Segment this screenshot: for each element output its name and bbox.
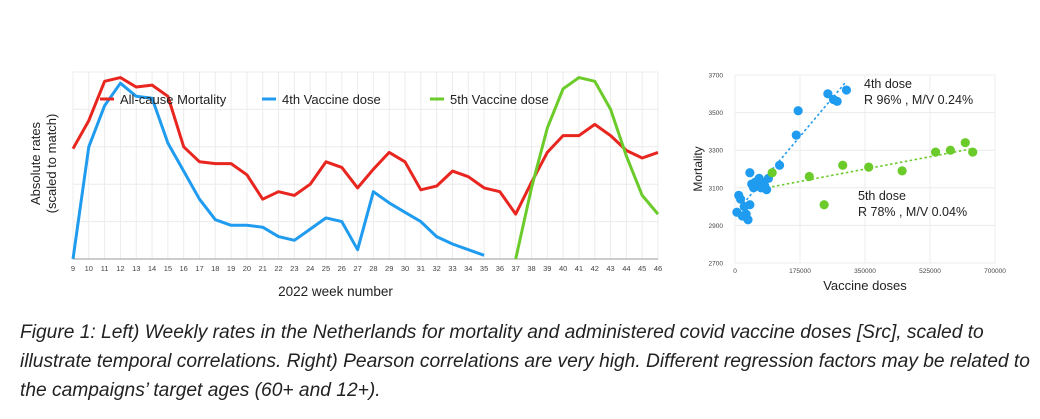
scatter-point (841, 85, 852, 95)
y-tick-label: 3700 (709, 73, 724, 80)
scatter-point (945, 145, 956, 155)
y-tick-label: 3500 (709, 110, 724, 117)
scatter-point (767, 168, 777, 178)
series-stat-annotation-1: R 96% , M/V 0.24% (864, 93, 973, 107)
scatter-point (745, 200, 755, 210)
x-tick-label: 0 (733, 268, 737, 275)
legend-label-3: 5th Vaccine dose (450, 92, 549, 107)
scatter-point (832, 96, 842, 106)
x-tick-label: 24 (306, 264, 314, 273)
scatter-point (793, 106, 803, 116)
y-tick-label: 2900 (709, 223, 724, 230)
x-tick-label: 700000 (984, 268, 1006, 275)
series-line-3 (514, 76, 660, 260)
scatter-point (774, 160, 785, 170)
x-tick-label: 17 (195, 264, 203, 273)
x-tick-label: 9 (71, 264, 75, 273)
series-line-2 (71, 81, 485, 260)
y-axis-label-line1: Absolute rates (28, 121, 43, 205)
x-tick-label: 21 (259, 264, 267, 273)
x-tick-label: 37 (512, 264, 520, 273)
y-axis-label: Mortality (691, 146, 705, 191)
x-tick-label: 40 (559, 264, 567, 273)
x-tick-label: 29 (385, 264, 393, 273)
x-tick-label: 38 (527, 264, 535, 273)
x-tick-label: 44 (622, 264, 630, 273)
x-axis-label: 2022 week number (278, 284, 393, 299)
x-tick-label: 19 (227, 264, 235, 273)
y-axis-label-group: Absolute rates (scaled to match) (28, 114, 59, 214)
mortality-vaccine-line-chart: 9 10 11 12 13 14 15 16 17 18 19 20 21 22 23 24 25 26 27 28 2… (28, 71, 662, 299)
series-line-1 (71, 76, 659, 216)
x-tick-label: 34 (464, 264, 472, 273)
x-tick-label: 36 (496, 264, 504, 273)
x-tick-label: 32 (432, 264, 440, 273)
scatter-point (864, 162, 874, 172)
x-tick-label: 45 (638, 264, 646, 273)
x-tick-label: 350000 (854, 268, 876, 275)
trendline-1 (736, 80, 848, 212)
x-tick-label: 31 (417, 264, 425, 273)
x-tick-label: 175000 (789, 268, 811, 275)
x-tick-label: 13 (132, 264, 140, 273)
scatter-point (968, 147, 978, 157)
series-stat-annotation-2: R 78% , M/V 0.04% (858, 205, 967, 219)
scatter-point (745, 168, 755, 178)
scatter-point (761, 185, 772, 195)
scatter-point (735, 194, 746, 204)
scatter-point (838, 160, 848, 170)
x-tick-label: 16 (180, 264, 188, 273)
scatter-point (930, 147, 941, 157)
x-tick-label: 20 (243, 264, 251, 273)
scatter-point (960, 138, 970, 148)
scatter-point (804, 171, 814, 182)
x-tick-label: 25 (322, 264, 330, 273)
x-tick-label: 26 (338, 264, 346, 273)
x-tick-label: 14 (148, 264, 156, 273)
x-tick-label: 33 (448, 264, 456, 273)
x-tick-label: 41 (575, 264, 583, 273)
scatter-point (823, 89, 833, 99)
x-tick-label: 11 (101, 264, 109, 273)
x-tick-label: 28 (369, 264, 377, 273)
scatter-point (791, 130, 801, 140)
x-tick-label: 22 (274, 264, 282, 273)
x-tick-label: 525000 (919, 268, 941, 275)
legend-label-2: 4th Vaccine dose (282, 92, 381, 107)
x-tick-label: 46 (654, 264, 662, 273)
y-tick-label: 3100 (709, 185, 724, 192)
x-tick-label: 39 (543, 264, 551, 273)
scatter-point (819, 200, 829, 210)
series-name-annotation-2: 5th dose (858, 189, 906, 203)
x-tick-label: 27 (353, 264, 361, 273)
x-tick-label: 18 (211, 264, 219, 273)
legend-label-1: All-cause Mortality (120, 92, 227, 107)
y-axis-label-line2: (scaled to match) (44, 114, 59, 214)
scatter-point (897, 166, 907, 176)
x-tick-label: 12 (116, 264, 124, 273)
x-tick-label: 35 (480, 264, 488, 273)
figure-caption: Figure 1: Left) Weekly rates in the Neth… (20, 322, 1030, 401)
x-tick-label: 10 (85, 264, 93, 273)
x-tick-label: 42 (591, 264, 599, 273)
x-tick-label: 30 (401, 264, 409, 273)
x-tick-label: 23 (290, 264, 298, 273)
x-tick-label: 43 (606, 264, 614, 273)
y-tick-label: 2700 (709, 261, 724, 268)
y-tick-label: 3300 (709, 148, 724, 155)
x-axis-label: Vaccine doses (823, 278, 907, 293)
scatter-point (743, 215, 753, 225)
x-tick-label: 15 (164, 264, 172, 273)
series-name-annotation-1: 4th dose (864, 77, 912, 91)
correlation-scatter-chart: 2700 2900 3100 3300 3500 3700 0 175000 350000 525… (691, 73, 1006, 294)
